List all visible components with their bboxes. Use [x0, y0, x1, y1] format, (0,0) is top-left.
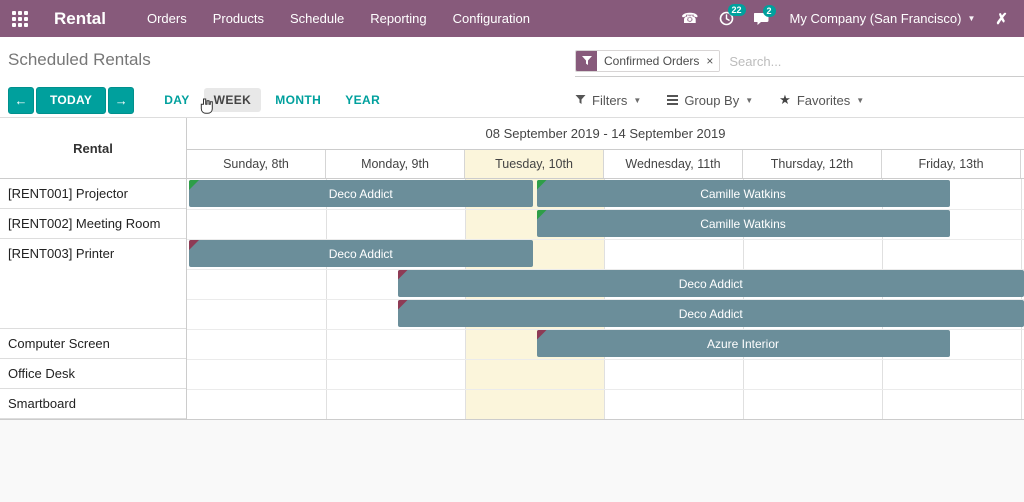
- bar-label: Deco Addict: [678, 306, 743, 321]
- bar-start-flag-icon: [189, 240, 199, 250]
- bar-start-flag-icon: [536, 180, 547, 190]
- bar-start-flag-icon: [536, 210, 547, 220]
- day-header-cell: [1021, 150, 1024, 178]
- chevron-down-icon: ▼: [745, 95, 754, 105]
- bar-start-flag-icon: [397, 270, 408, 280]
- phone-icon[interactable]: ☎: [681, 10, 699, 26]
- day-header-cell: Monday, 9th: [326, 150, 465, 178]
- day-header-cell: Wednesday, 11th: [604, 150, 743, 178]
- user-avatar-x[interactable]: ✗: [995, 10, 1008, 28]
- clock-icon: [719, 11, 733, 26]
- facet-remove-icon[interactable]: ×: [706, 51, 720, 71]
- company-name: My Company (San Francisco): [789, 11, 962, 26]
- menu-item-products[interactable]: Products: [212, 11, 265, 26]
- app-name[interactable]: Rental: [54, 8, 106, 28]
- day-header-cell: Tuesday, 10th: [465, 150, 604, 178]
- messages-icon[interactable]: 2: [753, 4, 776, 26]
- search-facet[interactable]: Confirmed Orders ×: [575, 50, 721, 72]
- day-header-cell: Friday, 13th: [882, 150, 1021, 178]
- menu-item-reporting[interactable]: Reporting: [370, 11, 427, 26]
- funnel-icon: [575, 95, 586, 104]
- gantt-range-label: 08 September 2019 - 14 September 2019: [485, 126, 726, 141]
- search-placeholder: Search...: [729, 53, 782, 69]
- bar-label: Deco Addict: [328, 186, 393, 201]
- message-count-badge: 2: [762, 4, 776, 17]
- gantt-row-label: [RENT003] Printer: [0, 239, 186, 329]
- filters-dropdown[interactable]: Filters ▼: [575, 93, 641, 108]
- menu-item-schedule[interactable]: Schedule: [290, 11, 345, 26]
- topbar-right: ☎ 22 2 My Company (San Francisco) ▼ ✗: [681, 4, 1024, 28]
- top-navbar: Rental Orders Products Schedule Reporting Co…: [0, 0, 1024, 37]
- gridline-horizontal: [187, 299, 1024, 300]
- groupby-dropdown[interactable]: Group By ▼: [667, 93, 753, 108]
- gantt-row-header: Rental: [0, 118, 187, 179]
- bar-label: Camille Watkins: [700, 216, 786, 231]
- gridline-horizontal: [187, 389, 1024, 390]
- menu-item-configuration[interactable]: Configuration: [452, 11, 530, 26]
- gridline-horizontal: [187, 359, 1024, 360]
- scale-week[interactable]: WEEK: [203, 88, 262, 112]
- bar-label: Deco Addict: [328, 246, 393, 261]
- gantt-view: Rental 08 September 2019 - 14 September …: [0, 117, 1024, 420]
- gantt-bar[interactable]: Deco Addict: [397, 270, 1024, 297]
- page-background: [0, 420, 1024, 502]
- scale-month[interactable]: MONTH: [275, 93, 322, 107]
- list-icon: [667, 95, 679, 105]
- scale-switcher: DAY WEEK MONTH YEAR: [154, 88, 390, 112]
- scale-year[interactable]: YEAR: [345, 93, 381, 107]
- gantt-label-column: [RENT001] Projector [RENT002] Meeting Roo…: [0, 179, 187, 419]
- bar-label: Azure Interior: [706, 336, 780, 351]
- next-button[interactable]: →: [108, 86, 135, 114]
- gantt-row-label: Office Desk: [0, 359, 186, 389]
- activity-count-badge: 22: [727, 4, 746, 16]
- chevron-down-icon: ▼: [633, 95, 642, 105]
- bar-start-flag-icon: [397, 300, 408, 310]
- gridline-horizontal: [187, 269, 1024, 270]
- gantt-nav-buttons: ← TODAY →: [8, 86, 135, 114]
- gantt-bar[interactable]: Deco Addict: [397, 300, 1024, 327]
- chevron-down-icon: ▼: [856, 95, 865, 105]
- day-header-cell: Thursday, 12th: [743, 150, 882, 178]
- bar-label: Camille Watkins: [700, 186, 786, 201]
- gridline-horizontal: [187, 209, 1024, 210]
- gantt-day-header: Sunday, 8th Monday, 9th Tuesday, 10th Wedne…: [187, 149, 1024, 179]
- page-title: Scheduled Rentals: [8, 50, 151, 69]
- chevron-down-icon: ▼: [967, 14, 976, 23]
- company-switcher[interactable]: My Company (San Francisco) ▼: [790, 11, 976, 26]
- gridline-horizontal: [187, 239, 1024, 240]
- prev-button[interactable]: ←: [8, 86, 34, 114]
- favorites-dropdown[interactable]: ★ Favorites ▼: [779, 92, 865, 108]
- gantt-bar[interactable]: Azure Interior: [536, 330, 950, 357]
- control-panel: Scheduled Rentals Confirmed Orders × Sea…: [0, 37, 1024, 117]
- today-button[interactable]: TODAY: [36, 86, 107, 114]
- gantt-bar[interactable]: Camille Watkins: [536, 210, 950, 237]
- scale-day[interactable]: DAY: [164, 93, 190, 107]
- gantt-row-label: Smartboard: [0, 389, 186, 419]
- gantt-row-label: Computer Screen: [0, 329, 186, 359]
- apps-menu-icon[interactable]: [0, 0, 40, 37]
- menu-item-orders[interactable]: Orders: [146, 11, 187, 26]
- search-options: Filters ▼ Group By ▼ ★ Favorites ▼: [575, 83, 864, 117]
- gantt-row-label: [RENT001] Projector: [0, 179, 186, 209]
- bar-start-flag-icon: [189, 180, 199, 190]
- bar-label: Deco Addict: [678, 276, 743, 291]
- gantt-rows: [RENT001] Projector [RENT002] Meeting Roo…: [0, 179, 1024, 419]
- filter-funnel-icon: [576, 51, 597, 71]
- search-input[interactable]: Confirmed Orders × Search...: [575, 46, 1024, 77]
- gantt-bar[interactable]: Deco Addict: [189, 240, 533, 267]
- gantt-bar[interactable]: Camille Watkins: [536, 180, 950, 207]
- facet-label: Confirmed Orders: [597, 51, 707, 71]
- grid-icon: [12, 10, 28, 27]
- gridline-horizontal: [187, 329, 1024, 330]
- activities-icon[interactable]: 22: [719, 4, 746, 26]
- top-menu: Orders Products Schedule Reporting Configura…: [134, 0, 543, 37]
- star-icon: ★: [779, 92, 791, 107]
- bar-start-flag-icon: [536, 330, 547, 340]
- gantt-row-label: [RENT002] Meeting Room: [0, 209, 186, 239]
- gantt-bar[interactable]: Deco Addict: [189, 180, 533, 207]
- day-header-cell: Sunday, 8th: [187, 150, 326, 178]
